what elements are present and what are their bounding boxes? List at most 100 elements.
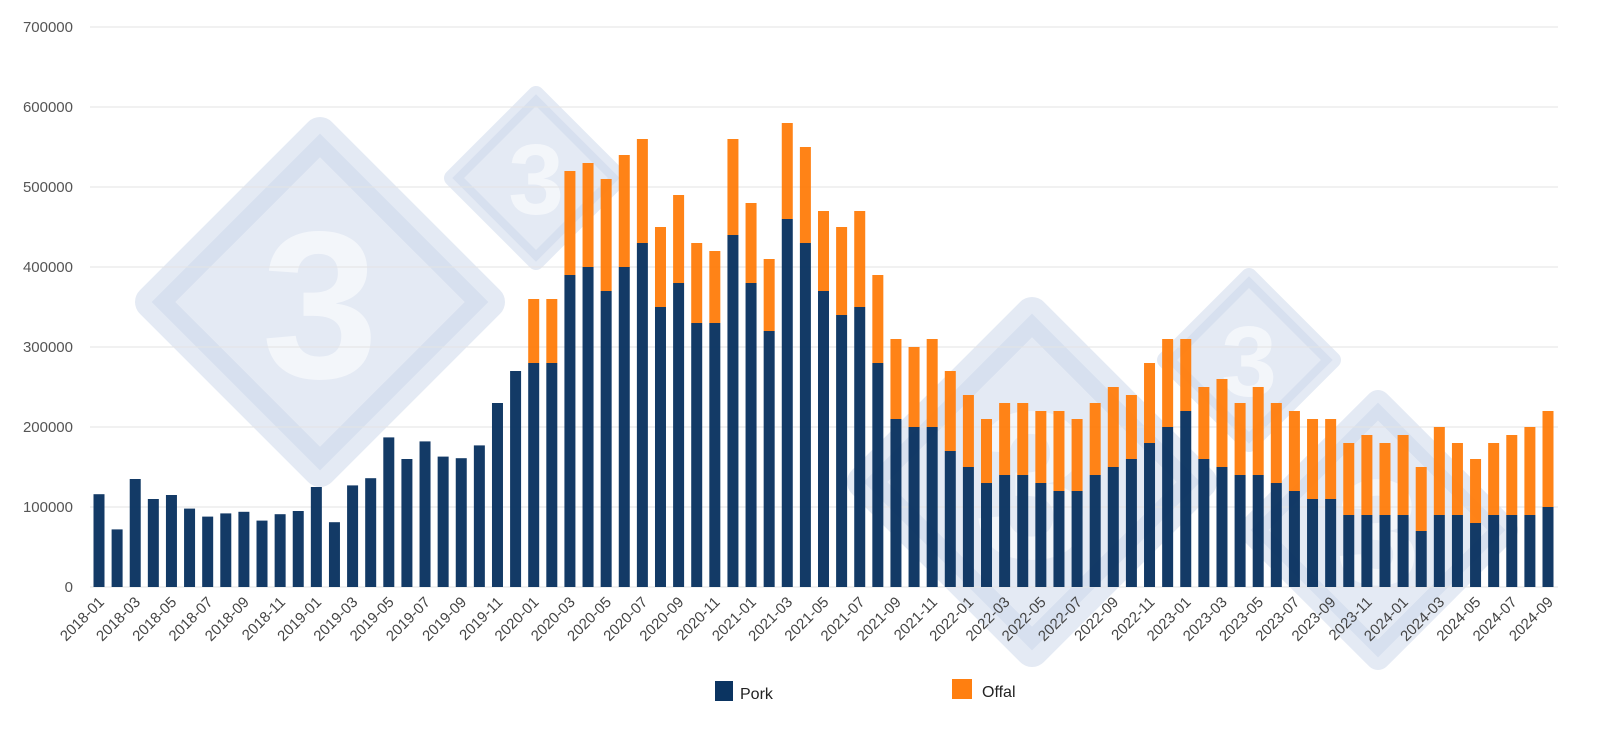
bars <box>93 123 1554 587</box>
bar-pork <box>872 363 884 587</box>
bar-pork <box>1125 459 1137 587</box>
watermark-logo-text: 3 <box>974 368 1091 603</box>
bar-offal <box>1397 435 1409 515</box>
bar-offal <box>673 195 685 283</box>
bar-pork <box>1470 523 1482 587</box>
watermark-diamond <box>444 86 628 270</box>
legend: Pork Offal <box>715 679 1016 703</box>
bar-offal <box>836 227 848 315</box>
bar-pork <box>1397 515 1409 587</box>
bar-pork <box>962 467 974 587</box>
bar-offal <box>818 211 829 291</box>
bar-pork <box>854 307 866 587</box>
bar-pork <box>890 419 902 587</box>
bar-pork <box>473 445 485 587</box>
bar-offal <box>1071 419 1083 491</box>
bar-pork <box>1415 531 1427 587</box>
bar-offal <box>618 155 630 267</box>
bar-offal <box>1325 419 1337 499</box>
y-tick-label: 100000 <box>23 499 73 516</box>
bar-pork <box>1307 499 1319 587</box>
bar-pork <box>1071 491 1083 587</box>
bar-offal <box>1288 411 1300 491</box>
legend-label-offal: Offal <box>982 684 1016 701</box>
bar-offal <box>1180 339 1192 411</box>
bar-offal <box>1307 419 1319 499</box>
bar-pork <box>238 511 250 587</box>
bar-pork <box>582 267 594 587</box>
bar-pork <box>1542 507 1554 587</box>
bar-offal <box>781 123 793 219</box>
bar-offal <box>1470 459 1482 523</box>
bar-offal <box>1035 411 1047 483</box>
bar-pork <box>274 514 286 587</box>
bar-pork <box>455 458 467 587</box>
bar-pork <box>1216 467 1228 587</box>
bar-pork <box>111 529 123 587</box>
bar-offal <box>854 211 866 307</box>
bar-offal <box>1252 387 1264 475</box>
bar-pork <box>1433 515 1445 587</box>
bar-pork <box>1180 411 1192 587</box>
bar-offal <box>1524 427 1536 515</box>
watermark-logo: 3 <box>135 117 505 487</box>
bar-offal <box>926 339 938 427</box>
y-axis-ticks: 0 100000 200000 300000 400000 500000 600000 700… <box>23 19 73 596</box>
bar-pork <box>1524 515 1536 587</box>
legend-swatch-pork <box>715 681 733 701</box>
bar-pork <box>836 315 848 587</box>
bar-pork <box>981 483 993 587</box>
bar-pork <box>147 499 159 587</box>
bar-pork <box>1234 475 1246 587</box>
y-tick-label: 400000 <box>23 259 73 276</box>
bar-pork <box>564 275 576 587</box>
bar-pork <box>437 456 449 587</box>
bar-pork <box>745 283 757 587</box>
bar-pork <box>1361 515 1373 587</box>
bar-offal <box>872 275 884 363</box>
watermark-logo-text: 3 <box>1221 306 1277 418</box>
y-tick-label: 500000 <box>23 179 73 196</box>
bar-offal <box>600 179 612 291</box>
y-tick-label: 300000 <box>23 339 73 356</box>
bar-pork <box>310 487 322 587</box>
bar-pork <box>799 243 811 587</box>
bar-offal <box>691 243 703 323</box>
bar-offal <box>528 299 540 363</box>
bar-pork <box>1325 499 1337 587</box>
bar-pork <box>1252 475 1264 587</box>
bar-pork <box>1451 515 1463 587</box>
bar-offal <box>1343 443 1355 515</box>
bar-pork <box>129 479 141 587</box>
bar-pork <box>1488 515 1500 587</box>
bar-pork <box>1288 491 1300 587</box>
bar-offal <box>1216 379 1228 467</box>
bar-offal <box>1415 467 1427 531</box>
bar-pork <box>256 520 268 587</box>
bar-pork <box>347 485 359 587</box>
bar-offal <box>745 203 757 283</box>
bar-pork <box>999 475 1011 587</box>
bar-offal <box>727 139 739 235</box>
bar-pork <box>184 508 196 587</box>
y-tick-label: 200000 <box>23 419 73 436</box>
bar-pork <box>908 427 920 587</box>
bar-offal <box>1433 427 1445 515</box>
bar-offal <box>1144 363 1156 443</box>
bar-pork <box>93 494 105 587</box>
bar-offal <box>1089 403 1101 475</box>
y-tick-label: 700000 <box>23 19 73 36</box>
bar-offal <box>709 251 721 323</box>
bar-offal <box>944 371 956 451</box>
bar-offal <box>1162 339 1174 427</box>
bar-pork <box>365 478 377 587</box>
y-tick-label: 600000 <box>23 99 73 116</box>
bar-pork <box>528 363 540 587</box>
bar-offal <box>582 163 594 267</box>
bar-offal <box>1379 443 1391 515</box>
bar-pork <box>383 437 395 587</box>
bar-pork <box>1379 515 1391 587</box>
bar-pork <box>691 323 703 587</box>
bar-offal <box>1506 435 1518 515</box>
